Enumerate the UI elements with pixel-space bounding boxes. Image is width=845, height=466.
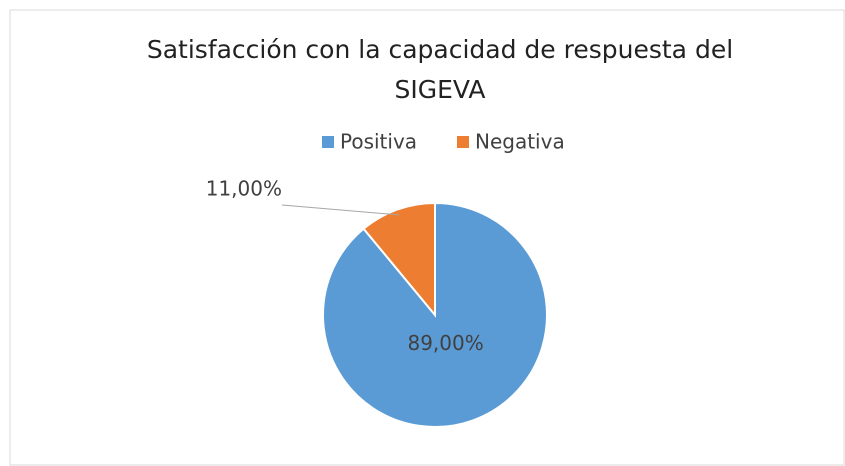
chart-title: Satisfacción con la capacidad de respues… bbox=[146, 35, 734, 104]
data-label: 89,00% bbox=[407, 331, 483, 355]
legend-swatch bbox=[457, 136, 469, 148]
legend-label: Positiva bbox=[340, 130, 417, 154]
pie-slice bbox=[362, 201, 436, 318]
data-label: 11,00% bbox=[206, 177, 282, 201]
legend-label: Negativa bbox=[475, 130, 565, 154]
legend-swatch bbox=[322, 136, 334, 148]
chart-border bbox=[9, 9, 845, 466]
leader-line bbox=[281, 204, 400, 216]
